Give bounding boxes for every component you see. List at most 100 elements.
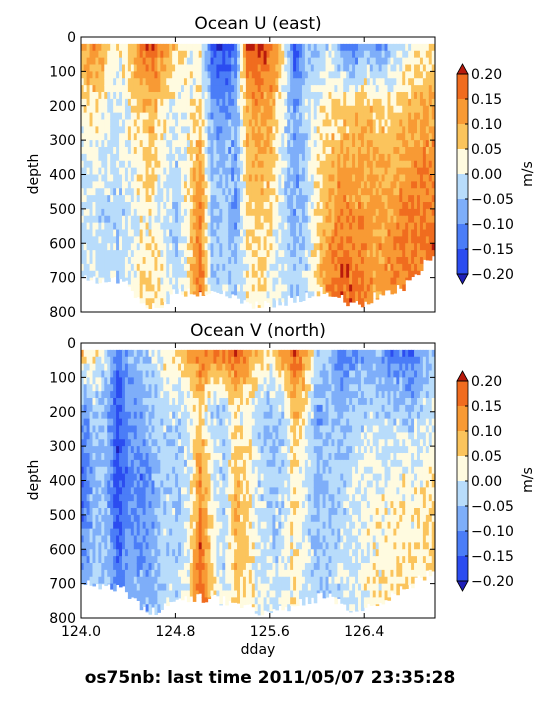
heatmap-cell	[133, 215, 138, 224]
heatmap-cell	[204, 105, 209, 114]
heatmap-cell	[201, 250, 206, 258]
y-tick-label: 600	[49, 236, 76, 252]
heatmap-cell	[278, 181, 282, 189]
heatmap-cell	[322, 112, 327, 121]
heatmap-cell	[169, 284, 173, 292]
heatmap-cell	[145, 229, 150, 237]
heatmap-cell	[231, 98, 235, 107]
heatmap-cell	[260, 208, 265, 217]
heatmap-cell	[189, 119, 194, 127]
heatmap-cell	[104, 133, 108, 141]
heatmap-cell	[225, 85, 229, 93]
heatmap-cell	[181, 229, 185, 237]
heatmap-cell	[269, 284, 274, 292]
heatmap-cell	[325, 43, 330, 52]
heatmap-cell	[124, 222, 129, 231]
heatmap-cell	[183, 277, 188, 286]
heatmap-cell	[195, 222, 200, 231]
heatmap-cell	[107, 222, 111, 231]
heatmap-cell	[254, 147, 259, 155]
heatmap-cell	[139, 263, 144, 272]
heatmap-cell	[257, 126, 262, 134]
heatmap-cell	[275, 140, 279, 148]
heatmap-cell	[307, 277, 312, 286]
heatmap-cell	[328, 92, 333, 100]
heatmap-cell	[257, 57, 262, 66]
heatmap-cell	[107, 277, 111, 282]
heatmap-cell	[95, 43, 99, 52]
heatmap-cell	[310, 284, 315, 292]
heatmap-cell	[195, 78, 200, 86]
heatmap-cell	[237, 71, 241, 79]
heatmap-cell	[157, 85, 161, 93]
heatmap-cell	[251, 270, 256, 279]
heatmap-cell	[195, 50, 200, 59]
heatmap-cell	[257, 277, 262, 286]
heatmap-cell	[275, 188, 279, 196]
heatmap-cell	[175, 57, 179, 66]
heatmap-cell	[251, 181, 256, 189]
heatmap-cell	[107, 147, 111, 155]
heatmap-cell	[148, 270, 153, 279]
heatmap-cell	[204, 208, 209, 217]
heatmap-cell	[130, 105, 135, 114]
heatmap-cell	[296, 195, 300, 203]
heatmap-cell	[245, 263, 250, 272]
heatmap-cell	[192, 85, 197, 93]
heatmap-cell	[234, 202, 238, 210]
heatmap-cell	[290, 291, 294, 298]
heatmap-cell	[116, 92, 120, 100]
heatmap-cell	[231, 243, 235, 251]
heatmap-cell	[231, 112, 235, 121]
heatmap-cell	[130, 208, 135, 217]
heatmap-cell	[89, 153, 94, 162]
heatmap-cell	[269, 85, 274, 93]
heatmap-cell	[198, 236, 203, 244]
heatmap-cell	[166, 98, 170, 107]
heatmap-cell	[225, 153, 229, 162]
heatmap-cell	[172, 147, 176, 155]
heatmap-cell	[192, 92, 197, 100]
heatmap-cell	[322, 50, 327, 59]
heatmap-cell	[178, 243, 182, 251]
heatmap-cell	[166, 85, 170, 93]
heatmap-cell	[334, 147, 338, 155]
heatmap-cell	[225, 195, 229, 203]
heatmap-cell	[175, 92, 179, 100]
heatmap-cell	[337, 284, 341, 292]
heatmap-cell	[322, 284, 327, 292]
heatmap-cell	[95, 98, 99, 107]
heatmap-cell	[219, 291, 223, 295]
heatmap-cell	[299, 243, 303, 251]
heatmap-cell	[310, 64, 315, 72]
heatmap-cell	[210, 257, 215, 265]
heatmap-cell	[316, 105, 321, 114]
heatmap-cell	[107, 119, 111, 127]
heatmap-cell	[231, 85, 235, 93]
heatmap-cell	[104, 270, 108, 279]
heatmap-cell	[207, 64, 212, 72]
heatmap-cell	[257, 167, 262, 176]
heatmap-cell	[234, 277, 238, 286]
heatmap-cell	[154, 78, 158, 86]
heatmap-cell	[269, 291, 274, 299]
heatmap-cell	[313, 153, 318, 162]
heatmap-cell	[113, 119, 117, 127]
heatmap-cell	[331, 85, 335, 93]
heatmap-cell	[240, 78, 244, 86]
heatmap-cell	[101, 105, 105, 114]
heatmap-cell	[263, 215, 268, 224]
heatmap-cell	[304, 174, 309, 182]
heatmap-cell	[219, 92, 223, 100]
heatmap-cell	[381, 291, 386, 296]
heatmap-cell	[299, 277, 303, 286]
heatmap-cell	[313, 243, 318, 251]
heatmap-cell	[210, 195, 215, 203]
heatmap-cell	[325, 195, 330, 203]
heatmap-cell	[248, 215, 253, 224]
heatmap-cell	[116, 236, 120, 244]
heatmap-cell	[254, 133, 259, 141]
heatmap-cell	[275, 43, 279, 52]
heatmap-cell	[275, 270, 279, 279]
heatmap-cell	[284, 92, 288, 100]
